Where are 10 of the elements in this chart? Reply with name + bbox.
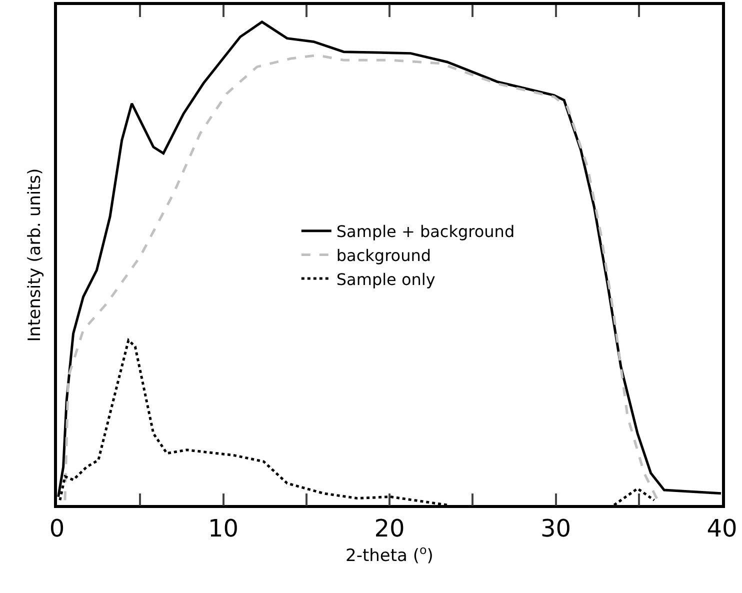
y-axis-title: Intensity (arb. units) — [24, 168, 45, 342]
legend-label: background — [336, 246, 432, 265]
x-axis-title: 2-theta ($^{o}$) — [346, 542, 434, 566]
x-tick-label: 20 — [374, 514, 405, 543]
x-tick-label: 0 — [49, 514, 65, 543]
x-tick-label: 10 — [208, 514, 239, 543]
legend-label: Sample + background — [336, 222, 515, 242]
x-tick-label: 30 — [540, 514, 572, 543]
x-tick-label: 40 — [706, 514, 738, 543]
legend-label: Sample only — [336, 270, 436, 289]
